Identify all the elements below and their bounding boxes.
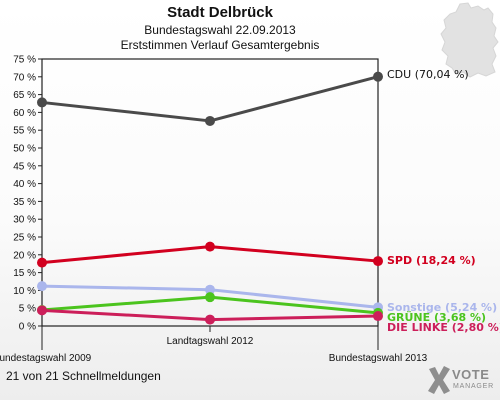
y-tick-label: 10 % <box>13 286 36 297</box>
data-point-spd <box>205 241 215 252</box>
votemanager-logo: VOTE MANAGER <box>426 364 496 396</box>
data-point-die-linke <box>205 314 215 325</box>
series-label-die-linke: DIE LINKE (2,80 %) <box>387 321 500 334</box>
x-tick-label: Landtagswahl 2012 <box>167 336 254 347</box>
series-label-sonstige: Sonstige (5,24 %) <box>387 301 497 314</box>
y-tick-label: 15 % <box>13 268 36 279</box>
chart-title: Stadt Delbrück <box>167 4 273 21</box>
y-tick-label: 25 % <box>13 233 36 244</box>
y-tick-label: 45 % <box>13 161 36 172</box>
data-point-die-linke <box>37 305 47 316</box>
y-tick-label: 50 % <box>13 144 36 155</box>
series-line-cdu <box>41 75 379 123</box>
logo-vote-text: VOTE <box>452 367 490 382</box>
data-point-gr-ne <box>205 292 215 303</box>
cross-ballot-icon <box>428 366 450 394</box>
data-point-cdu <box>205 115 215 126</box>
x-tick-label: Bundestagswahl 2009 <box>0 353 92 364</box>
y-tick-label: 60 % <box>13 108 36 119</box>
chart-subtitle: Bundestagswahl 22.09.2013 <box>144 23 296 37</box>
data-point-cdu <box>37 97 47 108</box>
y-tick-label: 20 % <box>13 250 36 261</box>
chart-subtitle-2: Erststimmen Verlauf Gesamtergebnis <box>120 38 320 52</box>
y-tick-label: 0 % <box>19 322 36 333</box>
y-tick-label: 40 % <box>13 179 36 190</box>
data-point-die-linke <box>373 311 383 322</box>
x-tick-label: Bundestagswahl 2013 <box>329 353 428 364</box>
data-point-sonstige <box>205 284 215 295</box>
y-tick-label: 35 % <box>13 197 36 208</box>
data-point-spd <box>37 257 47 268</box>
series-label-spd: SPD (18,24 %) <box>387 254 476 267</box>
logo-manager-text: MANAGER <box>453 383 494 390</box>
y-tick-label: 65 % <box>13 90 36 101</box>
y-tick-label: 30 % <box>13 215 36 226</box>
data-point-sonstige <box>37 281 47 292</box>
data-point-spd <box>373 256 383 267</box>
report-status: 21 von 21 Schnellmeldungen <box>6 369 161 383</box>
y-tick-label: 75 % <box>13 55 36 66</box>
data-point-cdu <box>373 71 383 82</box>
series-label-gr-ne: GRÜNE (3,68 %) <box>387 310 486 324</box>
series-label-cdu: CDU (70,04 %) <box>387 68 469 81</box>
germany-map-icon <box>440 2 499 78</box>
y-tick-label: 70 % <box>13 72 36 83</box>
y-tick-label: 55 % <box>13 126 36 137</box>
y-tick-label: 5 % <box>19 304 36 315</box>
